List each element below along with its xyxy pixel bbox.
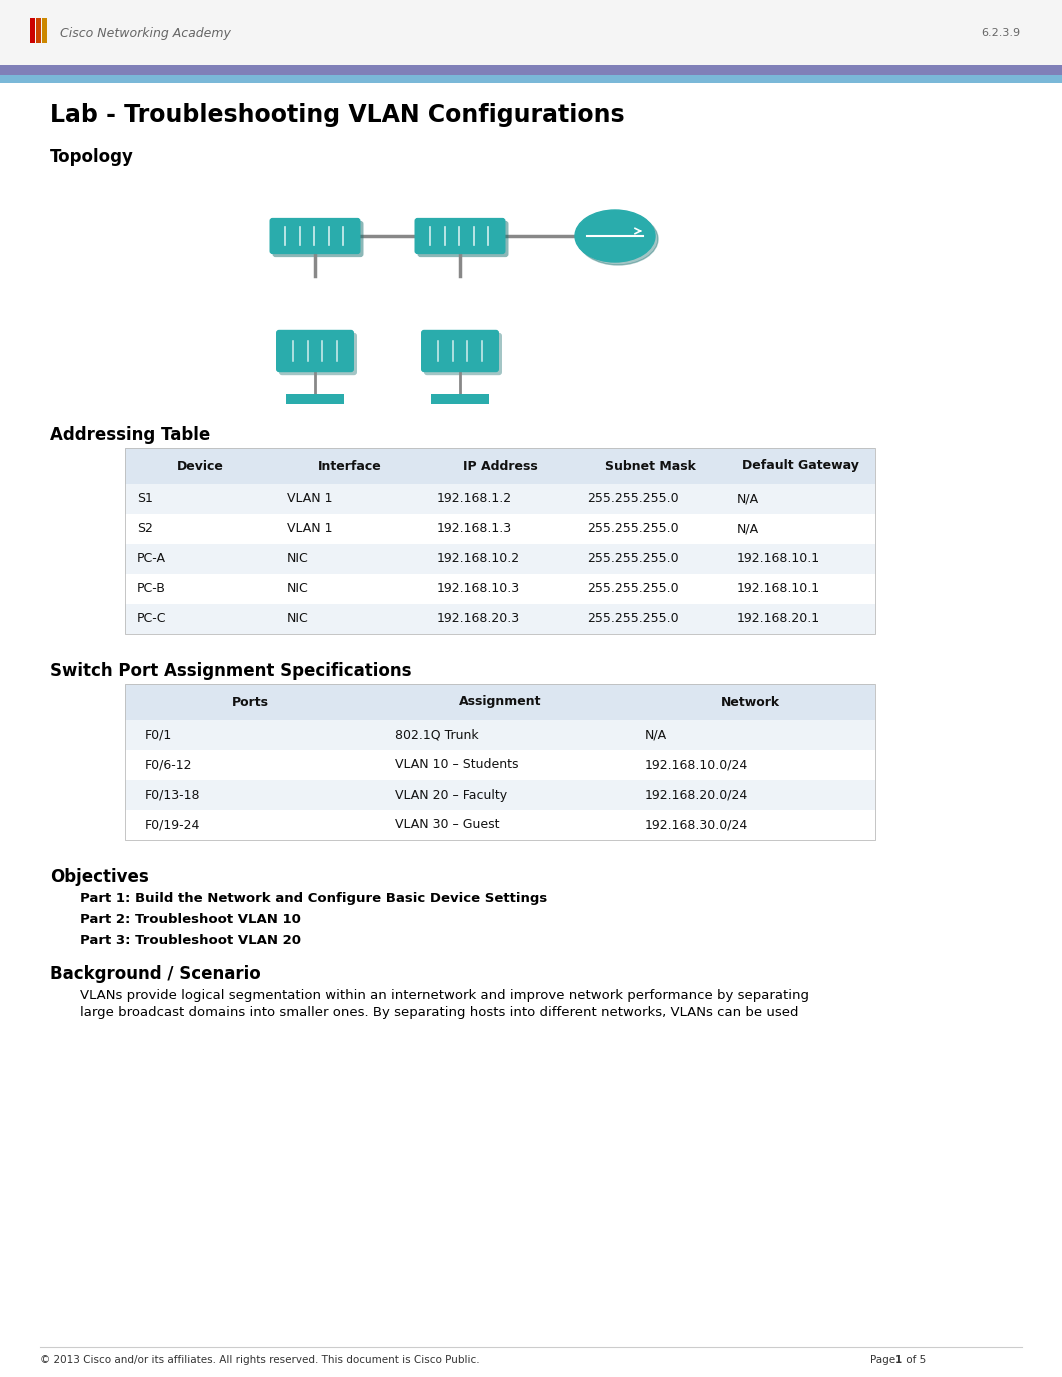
Text: 192.168.10.3: 192.168.10.3 — [436, 582, 520, 595]
Text: VLAN 1: VLAN 1 — [287, 522, 332, 536]
FancyBboxPatch shape — [286, 394, 344, 405]
Text: Interface: Interface — [319, 460, 382, 472]
Text: Ports: Ports — [232, 695, 269, 709]
FancyBboxPatch shape — [125, 684, 875, 720]
FancyBboxPatch shape — [0, 65, 1062, 74]
Text: Topology: Topology — [50, 147, 134, 167]
FancyBboxPatch shape — [125, 574, 875, 605]
Text: Addressing Table: Addressing Table — [50, 425, 210, 443]
FancyBboxPatch shape — [125, 810, 875, 840]
Text: VLAN 1: VLAN 1 — [287, 493, 332, 505]
Text: 192.168.10.0/24: 192.168.10.0/24 — [645, 759, 749, 771]
FancyBboxPatch shape — [125, 448, 875, 633]
Text: © 2013 Cisco and/or its affiliates. All rights reserved. This document is Cisco : © 2013 Cisco and/or its affiliates. All … — [40, 1355, 480, 1365]
Text: Lab - Troubleshooting VLAN Configurations: Lab - Troubleshooting VLAN Configuration… — [50, 103, 624, 127]
Text: 255.255.255.0: 255.255.255.0 — [587, 522, 679, 536]
Text: N/A: N/A — [737, 522, 759, 536]
Text: IP Address: IP Address — [463, 460, 537, 472]
Text: VLAN 10 – Students: VLAN 10 – Students — [395, 759, 518, 771]
Text: 192.168.1.2: 192.168.1.2 — [436, 493, 512, 505]
FancyBboxPatch shape — [424, 333, 502, 375]
Text: PC-C: PC-C — [137, 613, 167, 625]
Text: Assignment: Assignment — [459, 695, 542, 709]
Text: VLANs provide logical segmentation within an internetwork and improve network pe: VLANs provide logical segmentation withi… — [80, 989, 809, 1002]
Text: 255.255.255.0: 255.255.255.0 — [587, 613, 679, 625]
FancyBboxPatch shape — [414, 218, 506, 255]
Text: NIC: NIC — [287, 582, 309, 595]
FancyBboxPatch shape — [125, 779, 875, 810]
Text: Objectives: Objectives — [50, 868, 149, 885]
Text: NIC: NIC — [287, 613, 309, 625]
FancyBboxPatch shape — [125, 720, 875, 750]
Text: of 5: of 5 — [903, 1355, 926, 1365]
FancyBboxPatch shape — [30, 18, 35, 43]
FancyBboxPatch shape — [421, 330, 499, 372]
Text: S1: S1 — [137, 493, 153, 505]
FancyBboxPatch shape — [125, 514, 875, 544]
Text: 255.255.255.0: 255.255.255.0 — [587, 552, 679, 566]
Text: VLAN 20 – Faculty: VLAN 20 – Faculty — [395, 789, 508, 801]
Text: NIC: NIC — [287, 552, 309, 566]
Text: VLAN 30 – Guest: VLAN 30 – Guest — [395, 818, 499, 832]
FancyBboxPatch shape — [279, 333, 357, 375]
FancyBboxPatch shape — [125, 448, 875, 483]
Ellipse shape — [578, 213, 658, 264]
Text: Device: Device — [176, 460, 223, 472]
FancyBboxPatch shape — [0, 74, 1062, 83]
Text: PC-B: PC-B — [137, 582, 166, 595]
Text: F0/6-12: F0/6-12 — [145, 759, 192, 771]
FancyBboxPatch shape — [125, 605, 875, 633]
FancyBboxPatch shape — [125, 684, 875, 840]
Text: Cisco Networking Academy: Cisco Networking Academy — [59, 26, 230, 40]
Text: S2: S2 — [137, 522, 153, 536]
Text: Part 1: Build the Network and Configure Basic Device Settings: Part 1: Build the Network and Configure … — [80, 892, 547, 905]
Text: 192.168.10.2: 192.168.10.2 — [436, 552, 520, 566]
FancyBboxPatch shape — [42, 18, 47, 43]
FancyBboxPatch shape — [273, 220, 363, 257]
Text: Part 2: Troubleshoot VLAN 10: Part 2: Troubleshoot VLAN 10 — [80, 913, 301, 925]
FancyBboxPatch shape — [0, 0, 1062, 65]
Text: 192.168.20.3: 192.168.20.3 — [436, 613, 520, 625]
FancyBboxPatch shape — [125, 750, 875, 779]
FancyBboxPatch shape — [125, 483, 875, 514]
Text: PC-A: PC-A — [137, 552, 166, 566]
Text: 192.168.20.1: 192.168.20.1 — [737, 613, 820, 625]
Text: Default Gateway: Default Gateway — [741, 460, 858, 472]
Text: 192.168.10.1: 192.168.10.1 — [737, 552, 820, 566]
Text: 255.255.255.0: 255.255.255.0 — [587, 493, 679, 505]
Text: N/A: N/A — [737, 493, 759, 505]
Text: Network: Network — [720, 695, 780, 709]
Text: 192.168.10.1: 192.168.10.1 — [737, 582, 820, 595]
Text: Part 3: Troubleshoot VLAN 20: Part 3: Troubleshoot VLAN 20 — [80, 934, 301, 947]
Text: 6.2.3.9: 6.2.3.9 — [981, 28, 1020, 39]
Text: N/A: N/A — [645, 728, 667, 741]
FancyBboxPatch shape — [36, 18, 41, 43]
Text: 1: 1 — [895, 1355, 903, 1365]
FancyBboxPatch shape — [270, 218, 360, 255]
Text: Background / Scenario: Background / Scenario — [50, 965, 261, 983]
Text: F0/13-18: F0/13-18 — [145, 789, 201, 801]
Text: 255.255.255.0: 255.255.255.0 — [587, 582, 679, 595]
Text: F0/19-24: F0/19-24 — [145, 818, 201, 832]
Text: F0/1: F0/1 — [145, 728, 172, 741]
FancyBboxPatch shape — [276, 330, 354, 372]
Text: Page: Page — [870, 1355, 898, 1365]
Text: 192.168.1.3: 192.168.1.3 — [436, 522, 512, 536]
Text: large broadcast domains into smaller ones. By separating hosts into different ne: large broadcast domains into smaller one… — [80, 1007, 799, 1019]
Text: 192.168.20.0/24: 192.168.20.0/24 — [645, 789, 749, 801]
Text: Switch Port Assignment Specifications: Switch Port Assignment Specifications — [50, 662, 411, 680]
Text: 802.1Q Trunk: 802.1Q Trunk — [395, 728, 479, 741]
FancyBboxPatch shape — [125, 544, 875, 574]
FancyBboxPatch shape — [431, 394, 489, 405]
Text: Subnet Mask: Subnet Mask — [604, 460, 696, 472]
FancyBboxPatch shape — [417, 220, 509, 257]
Text: 192.168.30.0/24: 192.168.30.0/24 — [645, 818, 749, 832]
Ellipse shape — [575, 211, 655, 262]
